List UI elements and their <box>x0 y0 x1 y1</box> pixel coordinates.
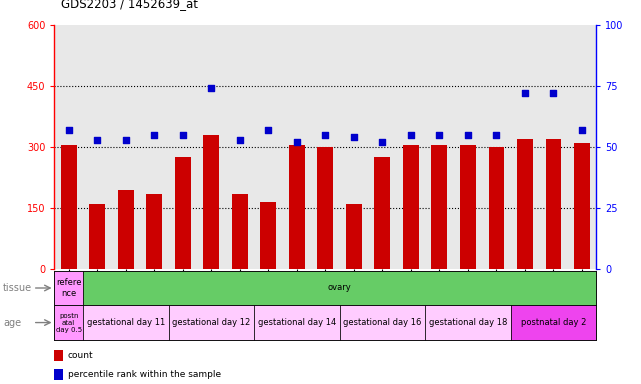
Bar <box>254 305 340 340</box>
Bar <box>289 145 304 269</box>
Point <box>377 139 387 145</box>
Bar <box>61 145 76 269</box>
Bar <box>260 202 276 269</box>
Point <box>349 134 359 140</box>
Text: tissue: tissue <box>3 283 32 293</box>
Bar <box>545 139 562 269</box>
Bar <box>488 147 504 269</box>
Point <box>263 127 274 133</box>
Bar <box>232 194 247 269</box>
Bar <box>83 305 169 340</box>
Text: gestational day 11: gestational day 11 <box>87 318 165 327</box>
Point <box>320 132 331 138</box>
Bar <box>425 305 511 340</box>
Point <box>463 132 473 138</box>
Point <box>434 132 444 138</box>
Text: percentile rank within the sample: percentile rank within the sample <box>68 370 221 379</box>
Text: GDS2203 / 1452639_at: GDS2203 / 1452639_at <box>61 0 198 10</box>
Text: gestational day 14: gestational day 14 <box>258 318 336 327</box>
Text: gestational day 18: gestational day 18 <box>429 318 507 327</box>
Point <box>206 85 217 91</box>
Bar <box>54 305 83 340</box>
Point <box>63 127 74 133</box>
Bar <box>574 143 590 269</box>
Bar <box>346 204 362 269</box>
Point <box>92 136 103 142</box>
Point <box>520 90 530 96</box>
Text: refere
nce: refere nce <box>56 278 81 298</box>
Text: postn
atal
day 0.5: postn atal day 0.5 <box>56 313 82 333</box>
Text: age: age <box>3 318 21 328</box>
Point <box>121 136 131 142</box>
Bar <box>460 145 476 269</box>
Point <box>178 132 188 138</box>
Bar <box>146 194 162 269</box>
Bar <box>175 157 190 269</box>
Bar <box>203 135 219 269</box>
Bar <box>431 145 447 269</box>
Text: postnatal day 2: postnatal day 2 <box>520 318 586 327</box>
Point <box>406 132 416 138</box>
Bar <box>169 305 254 340</box>
Point <box>149 132 160 138</box>
Text: ovary: ovary <box>328 283 351 293</box>
Point <box>292 139 302 145</box>
Text: count: count <box>68 351 94 360</box>
Bar <box>89 204 105 269</box>
Point <box>548 90 558 96</box>
Bar <box>118 190 133 269</box>
Bar <box>340 305 425 340</box>
Point <box>577 127 587 133</box>
Bar <box>511 305 596 340</box>
Text: gestational day 12: gestational day 12 <box>172 318 251 327</box>
Point <box>491 132 501 138</box>
Text: gestational day 16: gestational day 16 <box>343 318 422 327</box>
Bar <box>517 139 533 269</box>
Point <box>235 136 245 142</box>
Bar <box>54 271 83 305</box>
Bar <box>374 157 390 269</box>
Bar <box>403 145 419 269</box>
Bar <box>317 147 333 269</box>
